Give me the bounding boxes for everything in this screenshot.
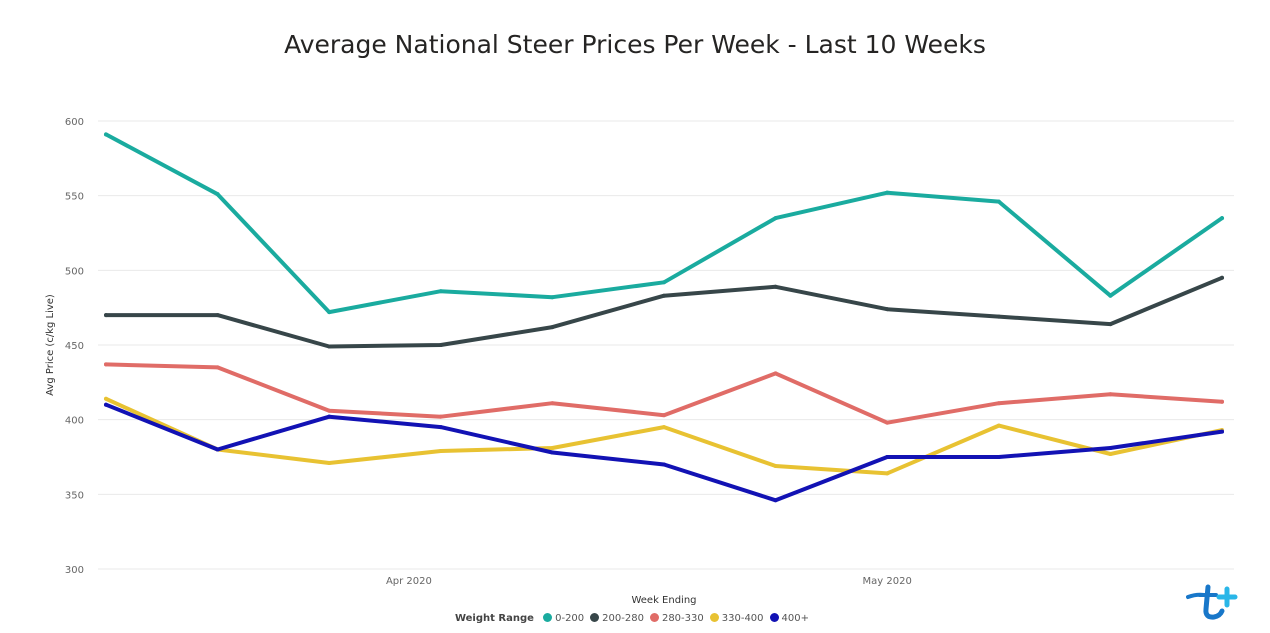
legend-swatch-icon	[543, 613, 553, 622]
data-point-280-330[interactable]	[215, 365, 220, 370]
data-point-400+[interactable]	[773, 498, 778, 503]
data-point-330-400[interactable]	[885, 471, 890, 476]
data-point-330-400[interactable]	[327, 460, 332, 465]
data-point-400+[interactable]	[996, 455, 1001, 459]
y-tick-label: 500	[65, 266, 84, 277]
data-point-400+[interactable]	[1220, 429, 1224, 434]
x-tick-label: May 2020	[863, 576, 912, 587]
data-point-280-330[interactable]	[773, 371, 778, 376]
data-point-400+[interactable]	[550, 450, 555, 455]
data-point-200-280[interactable]	[1220, 275, 1224, 280]
legend-label: 330-400	[721, 613, 764, 624]
y-tick-label: 600	[65, 117, 84, 128]
data-point-200-280[interactable]	[885, 307, 890, 312]
data-point-200-280[interactable]	[996, 314, 1001, 319]
x-axis-label: Week Ending	[631, 595, 696, 606]
data-point-280-330[interactable]	[662, 413, 666, 418]
legend: Weight Range 0-200 200-280 280-330 330-400 4…	[0, 613, 1270, 624]
data-point-330-400[interactable]	[773, 463, 778, 468]
data-point-200-280[interactable]	[662, 293, 666, 298]
series-line-0-200[interactable]	[104, 132, 1224, 315]
legend-item[interactable]: 280-330	[649, 613, 704, 624]
legend-swatch-icon	[590, 613, 600, 622]
y-tick-label: 400	[65, 416, 84, 427]
data-point-280-330[interactable]	[1220, 399, 1224, 404]
legend-title: Weight Range	[454, 613, 534, 624]
data-point-400+[interactable]	[662, 462, 666, 467]
data-point-400+[interactable]	[327, 414, 332, 419]
legend-item[interactable]: 0-200	[543, 613, 584, 624]
data-point-0-200[interactable]	[996, 199, 1001, 204]
data-point-400+[interactable]	[215, 447, 220, 452]
data-point-200-280[interactable]	[215, 313, 220, 318]
data-point-0-200[interactable]	[550, 295, 555, 300]
series-layer	[104, 132, 1224, 503]
y-tick-label: 450	[65, 341, 84, 352]
data-point-200-280[interactable]	[327, 344, 332, 349]
legend-swatch-icon	[769, 613, 779, 622]
data-point-330-400[interactable]	[104, 396, 108, 401]
x-tick-label: Apr 2020	[386, 576, 432, 587]
legend-label: 200-280	[602, 613, 644, 624]
y-axis-label: Avg Price (c/kg Live)	[45, 294, 56, 396]
grid-layer	[98, 120, 1234, 570]
legend-swatch-icon	[649, 613, 659, 622]
data-point-0-200[interactable]	[438, 289, 443, 294]
data-point-0-200[interactable]	[104, 132, 108, 137]
data-point-330-400[interactable]	[996, 423, 1001, 428]
y-tick-label: 350	[65, 490, 84, 501]
legend-item[interactable]: 200-280	[590, 613, 644, 624]
data-point-200-280[interactable]	[773, 284, 778, 289]
series-line-330-400[interactable]	[104, 396, 1224, 476]
brand-logo-icon	[1186, 584, 1238, 620]
data-point-0-200[interactable]	[1220, 216, 1224, 221]
legend-label: 400+	[781, 613, 810, 624]
series-line-200-280[interactable]	[104, 275, 1224, 349]
data-point-0-200[interactable]	[1108, 293, 1113, 298]
y-tick-label: 550	[65, 192, 84, 203]
legend-label: 0-200	[555, 613, 585, 624]
axis-layer: Avg Price (c/kg Live) Week Ending 300 350…	[45, 117, 912, 606]
data-point-200-280[interactable]	[438, 343, 443, 347]
data-point-400+[interactable]	[1108, 446, 1113, 451]
data-point-200-280[interactable]	[550, 325, 555, 330]
data-point-0-200[interactable]	[327, 310, 332, 315]
data-point-0-200[interactable]	[773, 216, 778, 221]
data-point-400+[interactable]	[438, 425, 443, 430]
chart-title: Average National Steer Prices Per Week -…	[284, 30, 986, 59]
data-point-330-400[interactable]	[550, 446, 555, 451]
y-tick-label: 300	[65, 565, 84, 576]
data-point-280-330[interactable]	[327, 408, 332, 413]
data-point-330-400[interactable]	[438, 449, 443, 454]
data-point-200-280[interactable]	[104, 313, 108, 318]
data-point-330-400[interactable]	[662, 425, 666, 430]
legend-label: 280-330	[661, 613, 704, 624]
data-point-280-330[interactable]	[438, 414, 443, 419]
series-line-400+[interactable]	[104, 402, 1224, 503]
data-point-330-400[interactable]	[1108, 452, 1113, 457]
data-point-400+[interactable]	[885, 455, 890, 459]
data-point-0-200[interactable]	[885, 190, 890, 195]
data-point-0-200[interactable]	[662, 280, 666, 285]
data-point-280-330[interactable]	[885, 420, 890, 425]
data-point-280-330[interactable]	[996, 401, 1001, 406]
data-point-400+[interactable]	[104, 402, 108, 407]
data-point-280-330[interactable]	[1108, 392, 1113, 397]
legend-item[interactable]: 330-400	[709, 613, 764, 624]
data-point-200-280[interactable]	[1108, 322, 1113, 327]
data-point-280-330[interactable]	[104, 362, 108, 367]
data-point-0-200[interactable]	[215, 192, 220, 197]
data-point-280-330[interactable]	[550, 401, 555, 406]
legend-item[interactable]: 400+	[769, 613, 810, 624]
legend-swatch-icon	[709, 613, 719, 622]
